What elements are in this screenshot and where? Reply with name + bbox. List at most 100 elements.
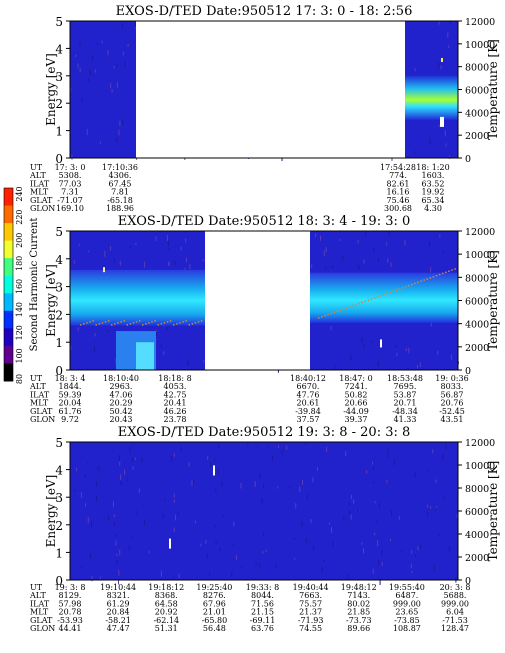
ephemeris-value: 4.30 (424, 204, 442, 213)
temperature-dot (426, 278, 428, 280)
noise-speck (174, 260, 176, 266)
noise-speck (407, 366, 409, 371)
ephemeris-value: 42.75 (164, 390, 187, 399)
ephemeris-value: 82.61 (387, 179, 410, 188)
ephemeris-value: 4306. (109, 171, 132, 180)
ephemeris-value: 80.02 (347, 599, 370, 608)
noise-speck (91, 575, 93, 582)
ephemeris-value: 774. (389, 171, 407, 180)
noise-speck (430, 267, 432, 273)
noise-speck (184, 157, 186, 160)
temperature-dot (185, 320, 187, 322)
noise-speck (430, 322, 432, 327)
noise-speck (381, 549, 383, 556)
noise-speck (443, 495, 445, 500)
ephemeris-value: 7663. (299, 591, 322, 600)
noise-speck (132, 466, 134, 470)
noise-speck (448, 546, 450, 552)
temperature-dot (370, 298, 373, 300)
noise-speck (325, 266, 327, 269)
y-tick-label: 1 (55, 336, 63, 350)
noise-speck (373, 481, 375, 484)
temperature-dot (135, 321, 138, 323)
ephemeris-value: -44.09 (343, 407, 369, 416)
ephemeris-row-label: MLT (30, 188, 49, 197)
ephemeris-value: 19:10:44 (100, 583, 136, 592)
y-right-tick-label: 8000 (465, 484, 489, 495)
ephemeris-value: 39.37 (345, 415, 368, 424)
noise-speck (120, 474, 122, 481)
y-right-tick-label: 6000 (465, 507, 489, 518)
temperature-dot (142, 324, 144, 326)
temperature-dot (101, 322, 104, 324)
ephemeris-value: -71.93 (298, 616, 324, 625)
temperature-dot (92, 320, 94, 322)
y-right-tick-label: 10000 (465, 40, 495, 51)
noise-speck (372, 461, 373, 465)
colorbar-tick-label: 180 (15, 256, 24, 271)
noise-speck (442, 454, 444, 460)
temperature-dot (324, 314, 326, 317)
ephemeris-value: 8368. (155, 591, 178, 600)
noise-speck (439, 234, 441, 238)
noise-speck (265, 549, 267, 553)
temperature-dot (163, 322, 166, 324)
noise-speck (342, 256, 344, 261)
noise-speck (166, 235, 168, 241)
noise-speck (240, 483, 242, 489)
colorbar-tick-label: 80 (15, 374, 24, 384)
noise-speck (334, 364, 336, 369)
noise-speck (235, 555, 237, 560)
temperature-dot (194, 322, 197, 324)
temperature-dot (166, 321, 169, 323)
noise-speck (86, 128, 88, 135)
noise-speck (261, 497, 263, 504)
temperature-dot (404, 286, 407, 288)
ephemeris-value: 18:53:48 (387, 374, 423, 383)
noise-speck (185, 257, 187, 263)
y-tick-label: 1 (55, 125, 63, 139)
ephemeris-row-label: GLON (30, 415, 55, 424)
ephemeris-value: 999.00 (393, 599, 421, 608)
noise-speck (302, 479, 303, 485)
ephemeris-value: 108.87 (393, 624, 421, 633)
noise-speck (99, 576, 101, 580)
noise-speck (163, 351, 165, 356)
noise-speck (116, 560, 118, 565)
temperature-dot (373, 297, 376, 299)
noise-speck (323, 250, 325, 257)
temperature-dot (114, 323, 116, 325)
ephemeris-value: 47.06 (110, 390, 133, 399)
noise-speck (378, 258, 379, 262)
ephemeris-value: 65.34 (422, 196, 445, 205)
y-tick-label: 4 (55, 253, 63, 267)
noise-speck (191, 480, 193, 486)
panel-2: EXOS-D/TED Date:950512 18: 3: 4 - 19: 3:… (29, 214, 500, 424)
temperature-dot (89, 321, 91, 323)
noise-speck (388, 231, 390, 236)
hot-region (70, 269, 205, 326)
noise-speck (357, 239, 359, 244)
temperature-dot (352, 304, 354, 307)
noise-speck (366, 470, 368, 474)
ephemeris-value: 20.66 (345, 399, 368, 408)
y-tick-label: 5 (55, 436, 63, 450)
noise-speck (78, 243, 80, 247)
temperature-dot (383, 293, 385, 296)
y-right-tick-label: 10000 (465, 461, 495, 472)
noise-speck (438, 533, 440, 537)
ephemeris-row-label: GLON (30, 624, 55, 633)
ephemeris-value: 21.37 (299, 608, 322, 617)
ephemeris-value: -65.18 (107, 196, 133, 205)
noise-speck (127, 43, 129, 47)
ephemeris-value: 7241. (345, 382, 368, 391)
noise-speck (286, 445, 288, 450)
noise-speck (263, 532, 265, 537)
ephemeris-value: 6487. (395, 591, 418, 600)
temperature-dot (182, 321, 184, 323)
temperature-dot (86, 322, 88, 324)
ephemeris-value: 9.72 (61, 415, 79, 424)
ephemeris-value: 1844. (59, 382, 82, 391)
noise-speck (118, 454, 120, 461)
ephemeris-row-label: UT (30, 583, 43, 592)
